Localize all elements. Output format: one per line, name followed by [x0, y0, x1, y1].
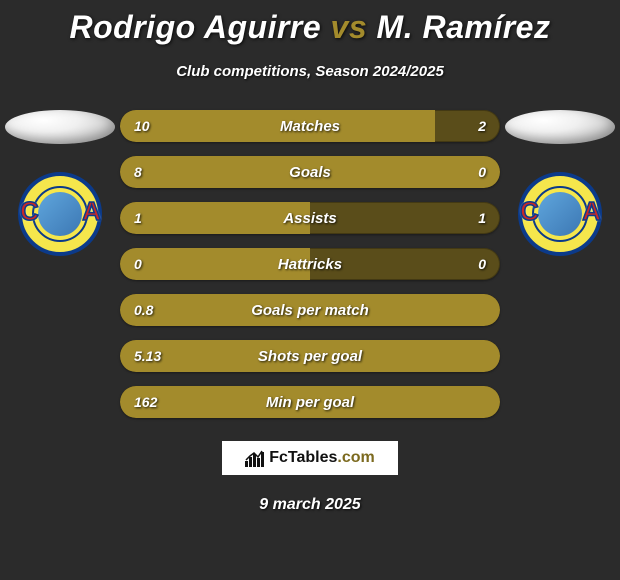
stat-row: 8Goals0 — [120, 156, 500, 188]
brand-name: FcTables — [269, 449, 337, 466]
brand-suffix: .com — [337, 449, 374, 466]
player1-silhouette — [5, 110, 115, 144]
date-label: 9 march 2025 — [0, 496, 620, 514]
stat-label: Matches — [180, 118, 440, 135]
stat-value-left: 8 — [120, 164, 180, 180]
stat-row: 10Matches2 — [120, 110, 500, 142]
stat-row: 0Hattricks0 — [120, 248, 500, 280]
subtitle: Club competitions, Season 2024/2025 — [0, 63, 620, 80]
stat-value-right: 0 — [440, 256, 500, 272]
player1-column: C A — [0, 110, 120, 256]
player2-silhouette — [505, 110, 615, 144]
stat-value-left: 1 — [120, 210, 180, 226]
brand-badge: FcTables.com — [221, 440, 399, 476]
stat-label: Min per goal — [180, 394, 440, 411]
stat-label: Assists — [180, 210, 440, 227]
stat-value-left: 162 — [120, 394, 180, 410]
stat-row: 0.8Goals per match — [120, 294, 500, 326]
vs-label: vs — [331, 9, 368, 45]
player2-name: M. Ramírez — [377, 9, 551, 45]
stat-value-left: 5.13 — [120, 348, 180, 364]
brand-text: FcTables.com — [269, 449, 375, 467]
stat-value-right: 2 — [440, 118, 500, 134]
player2-column: C A — [500, 110, 620, 256]
player2-club-badge: C A — [518, 172, 602, 256]
stat-row: 5.13Shots per goal — [120, 340, 500, 372]
stat-value-left: 0.8 — [120, 302, 180, 318]
brand-chart-icon — [245, 449, 265, 467]
stat-value-right: 1 — [440, 210, 500, 226]
comparison-content: C A C A 10Matches28Goals01Assists10Hattr… — [0, 110, 620, 418]
stat-label: Goals — [180, 164, 440, 181]
stat-row: 162Min per goal — [120, 386, 500, 418]
stat-label: Shots per goal — [180, 348, 440, 365]
stat-label: Hattricks — [180, 256, 440, 273]
page-title: Rodrigo Aguirre vs M. Ramírez — [0, 0, 620, 45]
stat-value-right: 0 — [440, 164, 500, 180]
stat-row: 1Assists1 — [120, 202, 500, 234]
player1-name: Rodrigo Aguirre — [70, 9, 322, 45]
stat-value-left: 10 — [120, 118, 180, 134]
stat-value-left: 0 — [120, 256, 180, 272]
stat-label: Goals per match — [180, 302, 440, 319]
stats-bars: 10Matches28Goals01Assists10Hattricks00.8… — [120, 110, 500, 418]
player1-club-badge: C A — [18, 172, 102, 256]
